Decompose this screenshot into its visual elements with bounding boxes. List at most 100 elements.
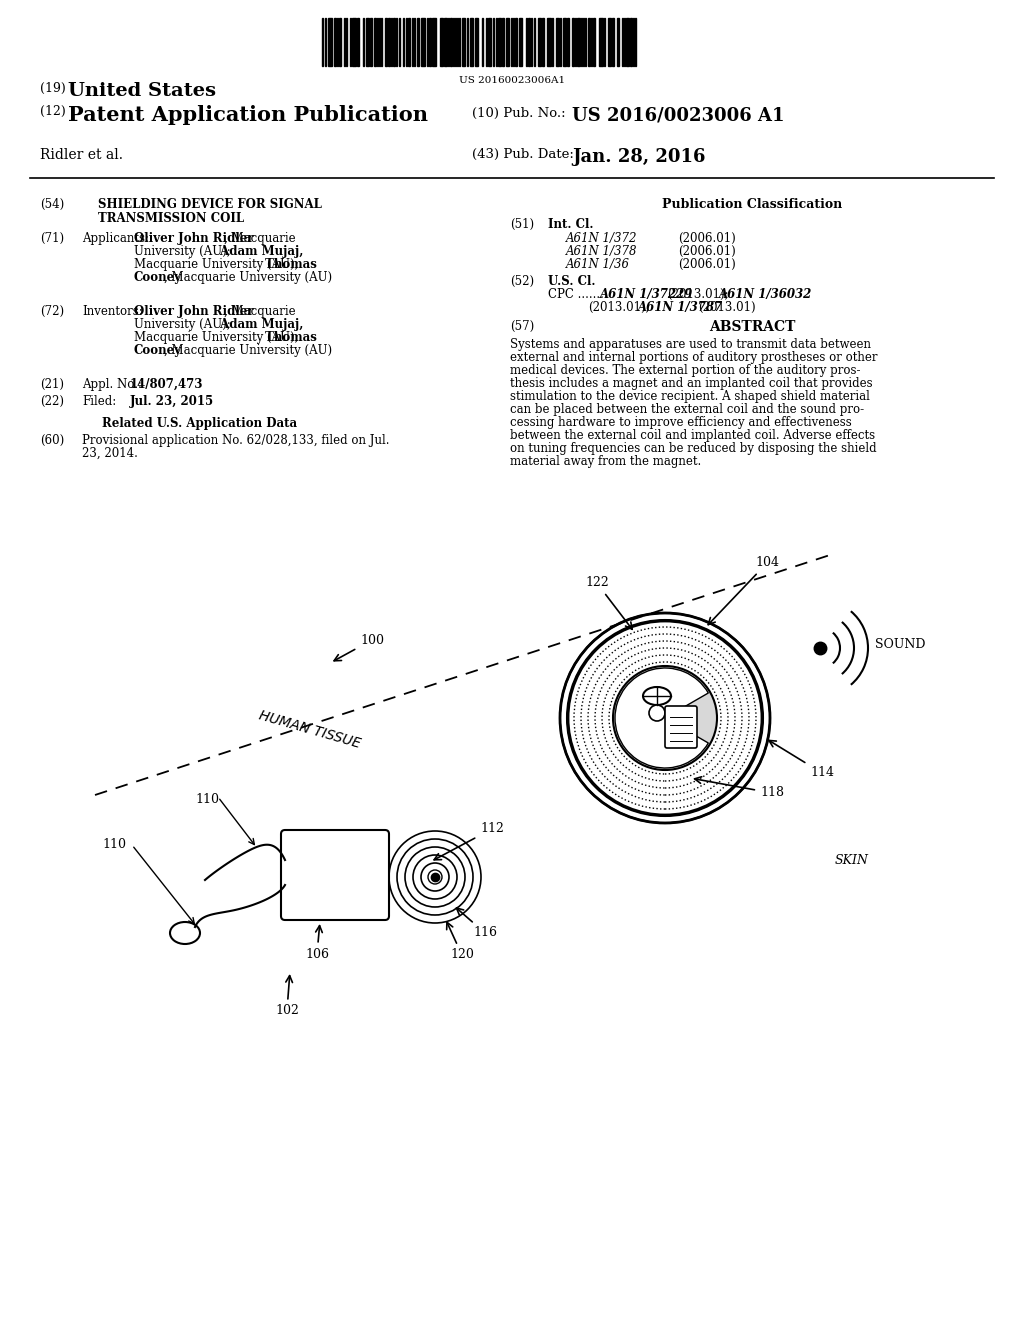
Bar bbox=[577, 18, 580, 66]
Text: (2013.01);: (2013.01); bbox=[667, 288, 729, 301]
Bar bbox=[334, 18, 336, 66]
Bar bbox=[366, 18, 369, 66]
Text: (71): (71) bbox=[40, 232, 65, 246]
Text: 14/807,473: 14/807,473 bbox=[130, 378, 204, 391]
Text: 122: 122 bbox=[585, 577, 632, 630]
Text: 106: 106 bbox=[305, 925, 329, 961]
Bar bbox=[617, 18, 618, 66]
Circle shape bbox=[649, 705, 665, 721]
Text: (57): (57) bbox=[510, 319, 535, 333]
Text: SHIELDING DEVICE FOR SIGNAL: SHIELDING DEVICE FOR SIGNAL bbox=[98, 198, 322, 211]
Bar bbox=[429, 18, 431, 66]
Text: (2013.01): (2013.01) bbox=[698, 301, 756, 314]
Text: A61N 1/372: A61N 1/372 bbox=[566, 232, 638, 246]
Text: 112: 112 bbox=[434, 822, 504, 859]
Text: US 20160023006A1: US 20160023006A1 bbox=[459, 77, 565, 84]
Bar bbox=[339, 18, 341, 66]
Text: Filed:: Filed: bbox=[82, 395, 117, 408]
Text: between the external coil and implanted coil. Adverse effects: between the external coil and implanted … bbox=[510, 429, 876, 442]
Bar bbox=[567, 18, 569, 66]
Text: thesis includes a magnet and an implanted coil that provides: thesis includes a magnet and an implante… bbox=[510, 378, 872, 389]
Text: Cooney: Cooney bbox=[134, 271, 182, 284]
Bar bbox=[572, 18, 574, 66]
Text: (19): (19) bbox=[40, 82, 66, 95]
Bar bbox=[556, 18, 559, 66]
Text: U.S. Cl.: U.S. Cl. bbox=[548, 275, 596, 288]
Text: (2006.01): (2006.01) bbox=[678, 246, 736, 257]
Circle shape bbox=[613, 667, 717, 770]
Text: TRANSMISSION COIL: TRANSMISSION COIL bbox=[98, 213, 244, 224]
Bar bbox=[475, 18, 478, 66]
Text: Provisional application No. 62/028,133, filed on Jul.: Provisional application No. 62/028,133, … bbox=[82, 434, 389, 447]
Text: (51): (51) bbox=[510, 218, 535, 231]
Bar bbox=[352, 18, 356, 66]
Text: can be placed between the external coil and the sound pro-: can be placed between the external coil … bbox=[510, 403, 864, 416]
Text: Jul. 23, 2015: Jul. 23, 2015 bbox=[130, 395, 214, 408]
Text: 118: 118 bbox=[694, 776, 784, 800]
Bar bbox=[444, 18, 447, 66]
Text: Int. Cl.: Int. Cl. bbox=[548, 218, 594, 231]
Bar bbox=[608, 18, 611, 66]
Text: (54): (54) bbox=[40, 198, 65, 211]
Text: Macquarie University (AU);: Macquarie University (AU); bbox=[134, 331, 299, 345]
Bar bbox=[593, 18, 595, 66]
Text: A61N 1/37229: A61N 1/37229 bbox=[600, 288, 693, 301]
Text: (2006.01): (2006.01) bbox=[678, 257, 736, 271]
Text: Publication Classification: Publication Classification bbox=[662, 198, 842, 211]
Text: 100: 100 bbox=[334, 634, 384, 661]
Bar bbox=[440, 18, 443, 66]
Bar bbox=[357, 18, 359, 66]
Text: (43) Pub. Date:: (43) Pub. Date: bbox=[472, 148, 573, 161]
Text: Thomas: Thomas bbox=[261, 257, 316, 271]
Bar bbox=[498, 18, 501, 66]
Bar bbox=[547, 18, 551, 66]
Text: HUMAN TISSUE: HUMAN TISSUE bbox=[257, 709, 362, 751]
Text: Systems and apparatuses are used to transmit data between: Systems and apparatuses are used to tran… bbox=[510, 338, 871, 351]
Bar bbox=[538, 18, 541, 66]
Text: (2013.01);: (2013.01); bbox=[588, 301, 649, 314]
Bar bbox=[388, 18, 390, 66]
Bar bbox=[450, 18, 452, 66]
Text: , Macquarie: , Macquarie bbox=[224, 305, 296, 318]
Text: stimulation to the device recipient. A shaped shield material: stimulation to the device recipient. A s… bbox=[510, 389, 869, 403]
Text: SOUND: SOUND bbox=[874, 639, 926, 652]
Bar bbox=[519, 18, 522, 66]
Text: cessing hardware to improve efficiency and effectiveness: cessing hardware to improve efficiency a… bbox=[510, 416, 852, 429]
Text: 110: 110 bbox=[102, 838, 126, 851]
Text: Ridler et al.: Ridler et al. bbox=[40, 148, 123, 162]
Bar bbox=[563, 18, 566, 66]
Bar bbox=[515, 18, 517, 66]
Text: Applicants:: Applicants: bbox=[82, 232, 150, 246]
Bar bbox=[528, 18, 530, 66]
Bar bbox=[588, 18, 590, 66]
Bar bbox=[462, 18, 465, 66]
Text: (22): (22) bbox=[40, 395, 63, 408]
Bar bbox=[374, 18, 376, 66]
Text: ABSTRACT: ABSTRACT bbox=[709, 319, 796, 334]
Text: Thomas: Thomas bbox=[261, 331, 316, 345]
Text: A61N 1/378: A61N 1/378 bbox=[566, 246, 638, 257]
Text: US 2016/0023006 A1: US 2016/0023006 A1 bbox=[572, 107, 784, 125]
Text: University (AU);: University (AU); bbox=[134, 318, 230, 331]
Bar bbox=[393, 18, 395, 66]
Bar bbox=[328, 18, 332, 66]
Text: Patent Application Publication: Patent Application Publication bbox=[68, 106, 428, 125]
Bar bbox=[626, 18, 629, 66]
Text: SKIN: SKIN bbox=[835, 854, 869, 866]
Text: on tuning frequencies can be reduced by disposing the shield: on tuning frequencies can be reduced by … bbox=[510, 442, 877, 455]
Bar bbox=[612, 18, 614, 66]
Text: (10) Pub. No.:: (10) Pub. No.: bbox=[472, 107, 565, 120]
Text: Macquarie University (AU);: Macquarie University (AU); bbox=[134, 257, 299, 271]
Bar bbox=[370, 18, 372, 66]
Text: Oliver John Ridler: Oliver John Ridler bbox=[134, 305, 254, 318]
Bar bbox=[432, 18, 436, 66]
Text: 102: 102 bbox=[275, 975, 299, 1018]
Text: , Macquarie University (AU): , Macquarie University (AU) bbox=[164, 271, 332, 284]
Text: CPC ........: CPC ........ bbox=[548, 288, 607, 301]
Text: United States: United States bbox=[68, 82, 216, 100]
Ellipse shape bbox=[643, 686, 671, 705]
Text: Inventors:: Inventors: bbox=[82, 305, 142, 318]
Text: external and internal portions of auditory prostheses or other: external and internal portions of audito… bbox=[510, 351, 878, 364]
Bar bbox=[630, 18, 632, 66]
Text: A61N 1/36: A61N 1/36 bbox=[566, 257, 630, 271]
